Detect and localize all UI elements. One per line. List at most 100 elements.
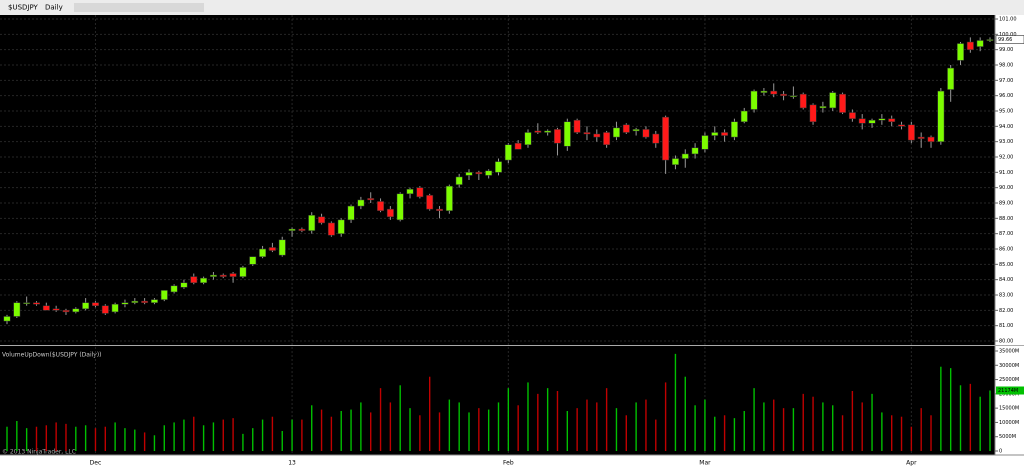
candle-body [681,153,689,159]
candle-body [455,176,463,185]
candle-body [524,132,532,145]
candle-body [632,129,640,132]
candle-body [652,133,660,144]
candle-body [62,310,70,313]
candle-body [426,195,434,210]
candle-body [3,316,11,322]
y-tick-label: 99.00 [999,47,1013,53]
candle-body [642,129,650,138]
plot-area [0,15,995,455]
y-tick-label: 97.00 [999,78,1013,84]
candle-body [101,305,109,314]
candle-body [927,136,935,142]
candle-body [180,282,188,288]
x-tick-label: Mar [699,460,711,467]
candle-body [151,299,158,303]
toolbar-icons[interactable] [74,3,204,12]
candle-body [111,303,119,313]
value-label-box [996,386,1024,395]
y-tick-label: 93.00 [999,139,1013,145]
candle-body [819,106,827,109]
candle-body [170,285,178,293]
candle-body [603,132,611,145]
candle-body [760,90,768,93]
candle-body [475,172,483,175]
axis-area [995,15,1024,455]
candle-body [829,92,837,109]
candle-body [229,273,237,277]
candle-body [219,274,227,277]
candle-body [780,93,788,96]
y-tick-label: 98.00 [999,63,1013,69]
toolbar [0,0,1024,15]
candle-body [347,205,355,221]
y-tick-label: 89.00 [999,201,1013,207]
x-tick-label: Apr [906,460,917,467]
last-price-box [995,35,1024,44]
candle-body [357,199,365,207]
candle-body [209,274,217,277]
interval[interactable]: Daily [45,4,63,12]
candle-body [868,119,876,124]
y-tick-label: 95.00 [999,109,1013,115]
y-tick-label: 90.00 [999,185,1013,191]
candle-body [613,127,620,138]
candle-body [563,121,571,147]
y-tick-label: 87.00 [999,231,1013,237]
candle-body [534,130,542,133]
candle-body [13,302,21,317]
candle-body [259,248,267,257]
candle-body [33,302,40,305]
y-tick-label: 96.00 [999,93,1013,99]
candle-body [504,144,512,161]
candle-body [42,305,50,311]
y-tick-label: 10000M [999,420,1019,426]
candle-body [721,132,729,136]
x-tick-label: Feb [503,460,514,467]
candle-body [986,39,994,41]
candle-body [554,129,561,144]
y-tick-label: 82.00 [999,308,1013,314]
candle-body [898,124,905,127]
candle-body [23,302,31,304]
candle-body [416,187,424,198]
candle-body [288,228,296,231]
candle-body [485,170,493,176]
candle-body [770,90,778,95]
candle-body [52,308,60,311]
candle-body [367,198,375,201]
x-tick-label: 13 [288,460,296,467]
candle-body [976,40,984,47]
y-tick-label: 94.00 [999,124,1013,130]
candle-body [131,300,139,303]
candle-body [121,302,129,305]
last-price-label: 99.66 [998,37,1012,43]
candle-body [966,41,974,50]
y-tick-label: 25000M [999,377,1019,383]
candle-body [514,142,522,150]
y-tick-label: 80.00 [999,339,1013,345]
candle-body [72,308,80,313]
candle-body [858,118,866,124]
candle-body [82,302,90,310]
candle-body [92,302,99,306]
x-tick-label: Dec [90,460,102,467]
candle-body [907,124,915,141]
candle-body [622,124,630,133]
candle-body [386,208,394,218]
candle-body [583,132,591,135]
y-tick-label: 30000M [999,363,1019,369]
y-tick-label: 86.00 [999,247,1013,253]
y-tick-label: 81.00 [999,323,1013,329]
candle-body [947,67,955,90]
y-tick-label: 85.00 [999,262,1013,268]
candle-body [711,132,719,136]
candle-body [308,215,316,231]
candle-body [573,119,581,133]
y-tick-label: 83.00 [999,293,1013,299]
symbol[interactable]: $USDJPY [8,4,39,12]
candle-body [160,290,168,300]
candle-body [377,201,384,211]
y-tick-label: 92.00 [999,155,1013,161]
y-tick-label: 100.00 [999,32,1017,38]
